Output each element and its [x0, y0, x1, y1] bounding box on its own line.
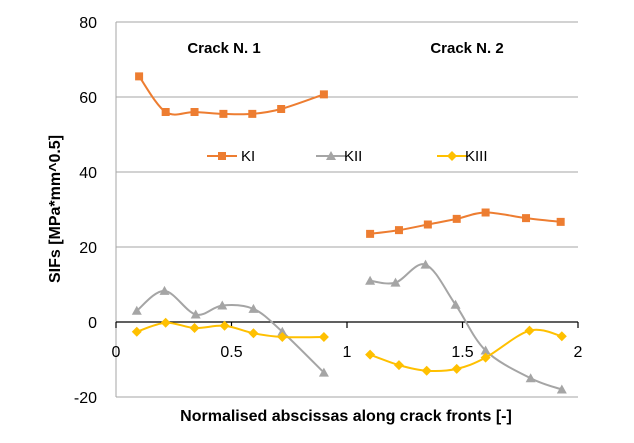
data-point-kiii: [189, 323, 200, 333]
legend-label-ki: KI: [241, 148, 255, 165]
data-point-ki: [190, 108, 199, 116]
data-point-kiii: [451, 363, 462, 374]
data-point-kii: [480, 345, 491, 355]
x-tick-label: 0.5: [220, 344, 242, 361]
data-point-ki: [394, 226, 403, 235]
data-point-kiii: [131, 326, 142, 337]
data-point-ki: [522, 214, 531, 223]
data-point-kiii: [421, 365, 432, 376]
y-tick-label: 40: [79, 165, 97, 182]
legend-marker-ki: [218, 152, 226, 160]
legend-label-kiii: KIII: [465, 148, 488, 165]
data-point-kiii: [248, 328, 259, 339]
legend-item-kii: KII: [316, 148, 362, 165]
x-tick-label: 1: [343, 344, 352, 361]
data-point-kiii: [318, 332, 329, 342]
tick-labels: -20 0 20 40 60 80 0 0.5 1 1.5 2: [74, 15, 583, 407]
data-point-kiii: [219, 320, 230, 331]
data-point-kii: [131, 305, 142, 315]
data-point-kii: [318, 367, 329, 377]
series-kii: [131, 259, 567, 394]
y-tick-label: 0: [88, 315, 97, 332]
data-point-ki: [161, 108, 170, 116]
data-point-ki: [277, 105, 286, 113]
data-point-kiii: [480, 352, 491, 363]
data-point-kiii: [393, 360, 404, 371]
data-point-kii: [450, 299, 461, 309]
annotation-crack-2: Crack N. 2: [430, 40, 503, 57]
legend-item-kiii: KIII: [437, 148, 488, 165]
data-point-kiii: [277, 332, 288, 342]
data-point-kii: [420, 259, 431, 269]
annotation-crack-1: Crack N. 1: [187, 40, 260, 57]
x-tick-label: 1.5: [451, 344, 473, 361]
grid-lines: [116, 21, 578, 398]
data-point-kii: [217, 300, 228, 310]
data-point-ki: [319, 90, 328, 99]
y-tick-label: 20: [79, 240, 97, 257]
series-kiii: [131, 317, 567, 376]
x-tick-label: 2: [574, 344, 583, 361]
data-point-kii: [190, 309, 201, 319]
data-point-ki: [248, 109, 257, 118]
y-tick-label: -20: [74, 390, 97, 407]
legend: KI KII KIII: [207, 148, 488, 165]
data-point-ki: [219, 109, 228, 118]
x-axis-title: Normalised abscissas along crack fronts …: [180, 408, 512, 425]
legend-item-ki: KI: [207, 148, 255, 165]
data-point-kii: [390, 277, 401, 287]
y-tick-label: 60: [79, 90, 97, 107]
legend-marker-kiii: [447, 151, 457, 161]
series-ki: [135, 72, 565, 238]
data-point-kii: [556, 384, 567, 394]
data-point-ki: [556, 217, 565, 226]
data-point-ki: [423, 220, 432, 229]
data-point-kiii: [365, 349, 376, 360]
series-line-kii: [369, 263, 563, 391]
data-point-kii: [277, 326, 288, 336]
series-group: [131, 72, 567, 394]
data-point-ki: [452, 214, 461, 223]
data-point-kii: [365, 275, 376, 285]
legend-marker-kii: [326, 151, 336, 160]
data-point-ki: [481, 208, 490, 217]
x-tick-label: 0: [112, 344, 121, 361]
data-point-kiii: [524, 325, 535, 336]
data-point-kii: [159, 285, 170, 295]
data-point-ki: [135, 72, 144, 81]
axes: [115, 22, 579, 397]
legend-label-kii: KII: [344, 148, 362, 165]
data-point-kiii: [556, 331, 567, 342]
data-point-kii: [525, 373, 536, 383]
y-tick-label: 80: [79, 15, 97, 32]
data-point-ki: [366, 229, 375, 238]
y-axis-title: SIFs [MPa*mm^0.5]: [47, 135, 64, 283]
data-point-kii: [248, 303, 259, 313]
data-point-kiii: [160, 317, 171, 328]
